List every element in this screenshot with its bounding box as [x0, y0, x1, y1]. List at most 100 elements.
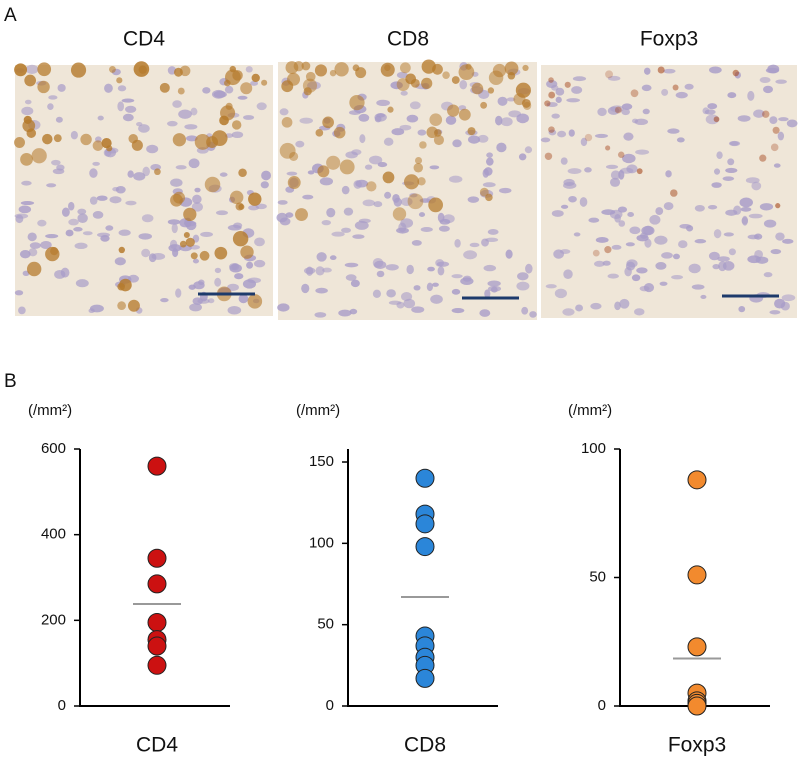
cell-nucleus: [717, 256, 730, 262]
cell-nucleus: [27, 232, 37, 242]
cell-nucleus: [77, 213, 88, 224]
cell-nucleus: [571, 86, 583, 94]
cell-nucleus: [614, 301, 621, 311]
cell-nucleus: [20, 200, 35, 206]
cell-nucleus: [191, 202, 203, 212]
cell-nucleus: [301, 283, 310, 294]
cell-nucleus: [122, 113, 134, 122]
cell-nucleus: [373, 260, 387, 269]
cell-nucleus: [246, 261, 254, 269]
stained-cell: [604, 246, 612, 254]
cell-nucleus: [723, 232, 734, 237]
cell-nucleus: [649, 214, 661, 225]
stained-cell: [770, 143, 779, 152]
cell-nucleus: [618, 220, 626, 227]
cell-nucleus: [303, 267, 316, 275]
stained-cell: [521, 98, 531, 108]
stained-cell: [471, 82, 484, 95]
cell-nucleus: [326, 207, 336, 218]
cell-nucleus: [525, 263, 533, 274]
cell-nucleus: [483, 264, 497, 272]
cell-nucleus: [319, 177, 334, 186]
cell-nucleus: [708, 251, 720, 261]
cell-nucleus: [105, 225, 114, 231]
stained-cell: [339, 159, 355, 175]
cell-nucleus: [625, 242, 635, 247]
cell-nucleus: [57, 84, 66, 92]
cell-nucleus: [396, 71, 408, 79]
cell-nucleus: [406, 264, 414, 275]
cell-nucleus: [595, 236, 609, 243]
cell-nucleus: [671, 274, 684, 280]
data-point: [415, 468, 435, 488]
stained-cell: [303, 87, 312, 96]
cell-nucleus: [774, 298, 786, 309]
stained-cell: [326, 155, 341, 170]
stained-cell: [548, 77, 554, 83]
cell-nucleus: [554, 288, 567, 299]
cell-nucleus: [568, 129, 575, 137]
cell-nucleus: [227, 283, 239, 291]
cell-nucleus: [707, 103, 718, 110]
stained-cell: [366, 181, 377, 192]
cell-nucleus: [400, 218, 414, 228]
cell-nucleus: [437, 212, 445, 223]
cell-nucleus: [125, 200, 137, 206]
panel-label: A: [4, 5, 17, 26]
stained-cell: [305, 71, 316, 82]
cell-nucleus: [345, 274, 357, 281]
cell-nucleus: [627, 211, 635, 218]
cell-nucleus: [751, 181, 762, 191]
stained-cell: [293, 61, 304, 72]
stained-cell: [384, 64, 391, 72]
cell-nucleus: [767, 64, 780, 74]
y-tick-label: 100: [581, 440, 606, 457]
cell-nucleus: [754, 249, 763, 259]
cell-nucleus: [200, 231, 214, 237]
stained-cell: [504, 61, 519, 76]
stained-cell: [159, 82, 170, 93]
cell-nucleus: [202, 87, 211, 94]
stained-cell: [24, 74, 36, 87]
cell-nucleus: [763, 85, 773, 94]
cell-nucleus: [307, 81, 321, 90]
cell-nucleus: [409, 193, 418, 198]
cell-nucleus: [436, 261, 450, 267]
cell-nucleus: [171, 223, 178, 234]
cell-nucleus: [437, 266, 445, 276]
cell-nucleus: [634, 308, 645, 316]
cell-nucleus: [691, 284, 705, 290]
cell-nucleus: [551, 113, 560, 119]
cell-nucleus: [430, 294, 443, 304]
cell-nucleus: [175, 288, 182, 298]
cell-nucleus: [279, 217, 291, 226]
cell-nucleus: [487, 229, 499, 235]
cell-nucleus: [557, 130, 567, 138]
cell-nucleus: [611, 244, 622, 250]
cell-nucleus: [619, 167, 634, 174]
cell-nucleus: [467, 135, 481, 144]
stained-cell: [759, 154, 767, 162]
cell-nucleus: [194, 187, 201, 193]
stained-cell: [429, 113, 443, 127]
cell-nucleus: [65, 229, 74, 237]
cell-nucleus: [479, 309, 491, 317]
cell-nucleus: [781, 294, 796, 302]
cell-nucleus: [384, 191, 392, 199]
cell-nucleus: [605, 164, 619, 170]
stained-cell: [522, 64, 529, 72]
cell-nucleus: [25, 64, 39, 74]
micrograph: [541, 65, 797, 318]
cell-nucleus: [516, 281, 530, 291]
cell-nucleus: [391, 128, 405, 136]
cell-nucleus: [227, 305, 242, 315]
cell-nucleus: [104, 83, 113, 93]
stained-cell: [117, 301, 126, 310]
cell-nucleus: [738, 305, 746, 313]
cell-nucleus: [14, 213, 29, 219]
cell-nucleus: [451, 274, 463, 279]
y-axis-label: (/mm²): [296, 402, 340, 419]
cell-nucleus: [117, 85, 127, 92]
cell-nucleus: [37, 219, 47, 227]
